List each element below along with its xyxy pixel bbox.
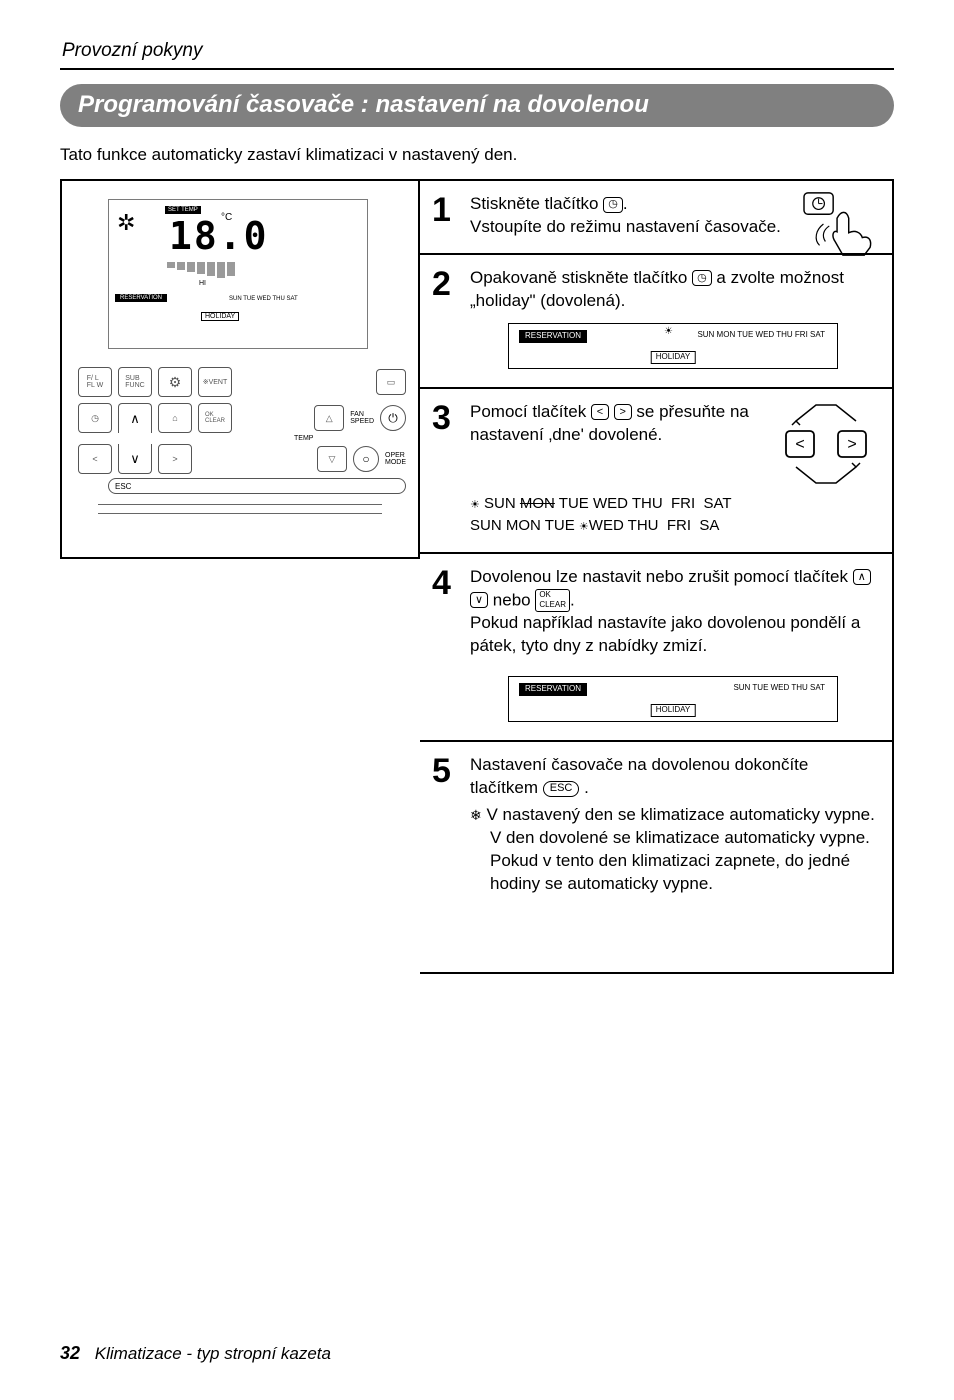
step-1: 1 Stiskněte tlačítko ◷. Vstoupíte do rež… [420,181,892,255]
segment-display: 18.0 [169,214,269,258]
sun-icon: ☀ [664,327,673,337]
right-arrow-icon: > [614,404,632,420]
arrow-buttons-icon: < > [776,401,876,487]
remote-illustration: ✲ SET TEMP °C 18.0 HI RESERVATION SUN TU… [60,179,420,559]
button-row-3: < ∨ > ▽ ○ OPER MODE [78,444,406,474]
step1-text3: Vstoupíte do režimu nastavení časovače. [470,217,781,236]
step4-text3: . [570,590,575,609]
section-header: Provozní pokyny [60,40,894,62]
page-number: 32 [60,1343,80,1363]
step-3: 3 Pomocí tlačítek < > se přesuňte na nas… [420,389,892,554]
clock-icon: ◷ [692,270,712,286]
page-footer: 32 Klimatizace - typ stropní kazeta [60,1343,331,1364]
button-row-1: F/ LFL W SUB FUNC ⚙ ※VENT ▭ [78,367,406,397]
clock-button: ◷ [78,403,112,433]
up-button: ∧ [118,403,152,433]
snowflake-icon: ✲ [117,210,135,236]
esc-icon: ESC [543,781,580,797]
remote-lcd: ✲ SET TEMP °C 18.0 HI RESERVATION SUN TU… [108,199,368,349]
temp-up-button: △ [314,405,344,431]
step4-lcd: RESERVATION SUN TUE WED THU SAT HOLIDAY [508,676,838,722]
reservation-badge: RESERVATION [519,330,587,343]
gear-button: ⚙ [158,367,192,397]
mon-strike: MON [520,495,555,512]
days-row: SUN TUE WED THU SAT [229,296,298,302]
reservation-label: RESERVATION [115,294,167,302]
step-body: Opakovaně stiskněte tlačítko ◷ a zvolte … [470,267,876,373]
header-rule [60,68,894,70]
step5-bullet: ❄ V nastavený den se klimatizace automat… [470,804,876,896]
step1-text2: . [623,194,628,213]
settemp-label: SET TEMP [165,206,201,214]
main-layout: ✲ SET TEMP °C 18.0 HI RESERVATION SUN TU… [60,179,894,974]
step-number: 5 [432,754,458,958]
sub-func-button: SUB FUNC [118,367,152,397]
clock-icon: ◷ [603,197,623,213]
step-number: 4 [432,566,458,726]
power-button: ⏻ [380,405,406,431]
oper-mode-label: OPER MODE [385,452,406,466]
display-button: ▭ [376,369,406,395]
reservation-badge: RESERVATION [519,683,587,696]
vent-label: VENT [209,379,228,386]
step-number: 1 [432,193,458,239]
ok-clear-button: OK CLEAR [198,403,232,433]
fl-button: F/ LFL W [78,367,112,397]
down-button: ∨ [118,444,152,474]
step-number: 2 [432,267,458,373]
steps-column: 1 Stiskněte tlačítko ◷. Vstoupíte do rež… [420,179,894,974]
hand-press-icon [800,189,878,259]
svg-text:<: < [795,436,804,453]
ok-clear-icon: OKCLEAR [535,589,570,613]
holiday-badge: HOLIDAY [651,704,696,717]
tick-icon: ☀ [579,521,589,533]
step2-lcd: RESERVATION ☀ SUN MON TUE WED THU FRI SA… [508,323,838,369]
step-body: Dovolenou lze nastavit nebo zrušit pomoc… [470,566,876,726]
temp-label: TEMP [294,435,406,442]
step-2: 2 Opakovaně stiskněte tlačítko ◷ a zvolt… [420,255,892,389]
step-4: 4 Dovolenou lze nastavit nebo zrušit pom… [420,554,892,742]
days-string: SUN MON TUE WED THU FRI SAT [697,330,825,341]
svg-text:>: > [847,436,856,453]
step-body: Pomocí tlačítek < > se přesuňte na nasta… [470,401,876,538]
step-5: 5 Nastavení časovače na dovolenou dokonč… [420,742,892,972]
left-arrow-icon: < [591,404,609,420]
fan-bars [167,262,235,278]
remote-bottom-bar [98,504,382,514]
step4-text2: nebo [488,590,535,609]
holiday-box: HOLIDAY [201,312,239,321]
mode-circle-button: ○ [353,446,379,472]
step1-text1: Stiskněte tlačítko [470,194,603,213]
step4-text1: Dovolenou lze nastavit nebo zrušit pomoc… [470,567,853,586]
step5-text2: . [579,778,588,797]
step2-text1: Opakovaně stiskněte tlačítko [470,268,692,287]
page-title-banner: Programování časovače : nastavení na dov… [60,84,894,127]
step-body: Nastavení časovače na dovolenou dokončít… [470,754,876,958]
left-button: < [78,444,112,474]
hi-label: HI [199,280,206,287]
footer-text: Klimatizace - typ stropní kazeta [95,1344,331,1363]
home-button: ⌂ [158,403,192,433]
day-lines: ☀ SUN MON TUE WED THU FRI SAT SUN MON TU… [470,493,876,538]
gear-icon: ⚙ [169,375,182,389]
step3-text1: Pomocí tlačítek [470,402,591,421]
holiday-badge: HOLIDAY [651,351,696,364]
temp-down-button: ▽ [317,446,347,472]
intro-text: Tato funkce automaticky zastaví klimatiz… [60,145,894,165]
esc-button: ESC [108,478,406,494]
step-number: 3 [432,401,458,538]
up-arrow-icon: ∧ [853,569,871,585]
vent-button: ※VENT [198,367,232,397]
step5-text1: Nastavení časovače na dovolenou dokončít… [470,755,808,797]
down-arrow-icon: ∨ [470,592,488,608]
step5-bullet-text: V nastavený den se klimatizace automatic… [486,805,874,893]
right-button: > [158,444,192,474]
snowflake-bullet-icon: ❄ [470,807,482,823]
fan-speed-label: FAN SPEED [350,411,374,425]
tick-icon: ☀ [470,499,480,511]
step4-text4: Pokud například nastavíte jako dovolenou… [470,613,860,655]
button-row-2: ◷ ∧ ⌂ OK CLEAR △ FAN SPEED ⏻ [78,403,406,433]
days-string: SUN TUE WED THU SAT [733,683,825,694]
